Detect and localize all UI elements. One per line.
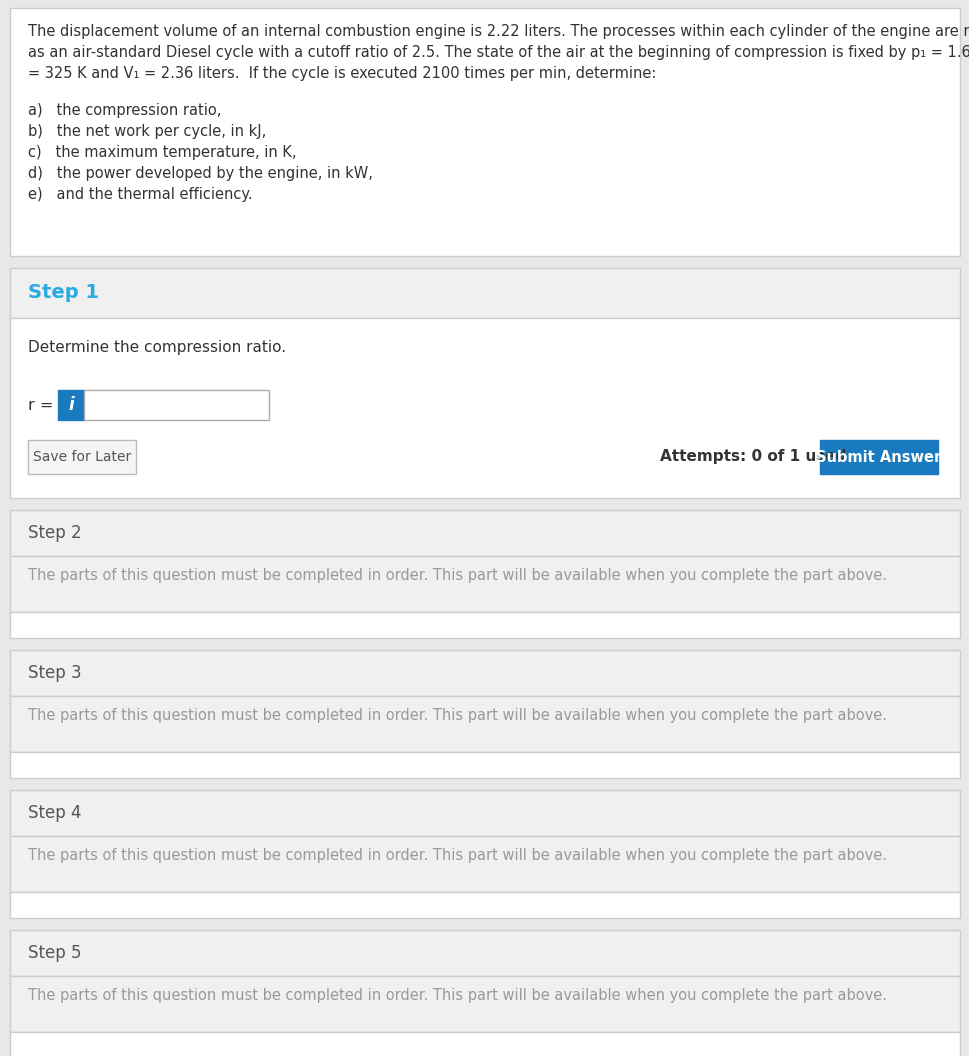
Text: Submit Answer: Submit Answer (816, 450, 941, 465)
FancyBboxPatch shape (10, 1032, 959, 1056)
Text: = 325 K and V₁ = 2.36 liters.  If the cycle is executed 2100 times per min, dete: = 325 K and V₁ = 2.36 liters. If the cyc… (28, 65, 656, 81)
FancyBboxPatch shape (10, 836, 959, 892)
FancyBboxPatch shape (10, 612, 959, 638)
Text: The parts of this question must be completed in order. This part will be availab: The parts of this question must be compl… (28, 708, 886, 723)
Text: Step 3: Step 3 (28, 664, 81, 682)
FancyBboxPatch shape (10, 790, 959, 836)
Text: Step 4: Step 4 (28, 804, 81, 822)
FancyBboxPatch shape (10, 696, 959, 752)
FancyBboxPatch shape (10, 650, 959, 696)
FancyBboxPatch shape (10, 318, 959, 498)
Text: Step 5: Step 5 (28, 944, 81, 962)
Text: The parts of this question must be completed in order. This part will be availab: The parts of this question must be compl… (28, 848, 886, 863)
Text: a)   the compression ratio,: a) the compression ratio, (28, 103, 221, 118)
Text: Save for Later: Save for Later (33, 450, 131, 464)
FancyBboxPatch shape (10, 510, 959, 557)
FancyBboxPatch shape (819, 440, 937, 474)
Text: Attempts: 0 of 1 used: Attempts: 0 of 1 used (659, 450, 846, 465)
FancyBboxPatch shape (84, 390, 268, 420)
Text: The parts of this question must be completed in order. This part will be availab: The parts of this question must be compl… (28, 568, 886, 583)
FancyBboxPatch shape (10, 752, 959, 778)
FancyBboxPatch shape (10, 8, 959, 256)
Text: i: i (68, 396, 74, 414)
Text: Determine the compression ratio.: Determine the compression ratio. (28, 340, 286, 355)
FancyBboxPatch shape (10, 268, 959, 318)
Text: as an air-standard Diesel cycle with a cutoff ratio of 2.5. The state of the air: as an air-standard Diesel cycle with a c… (28, 45, 969, 60)
FancyBboxPatch shape (58, 390, 84, 420)
Text: r =: r = (28, 398, 53, 413)
Text: b)   the net work per cycle, in kJ,: b) the net work per cycle, in kJ, (28, 124, 266, 139)
Text: Step 1: Step 1 (28, 283, 99, 302)
Text: e)   and the thermal efficiency.: e) and the thermal efficiency. (28, 187, 252, 202)
Text: The parts of this question must be completed in order. This part will be availab: The parts of this question must be compl… (28, 988, 886, 1003)
Text: The displacement volume of an internal combustion engine is 2.22 liters. The pro: The displacement volume of an internal c… (28, 24, 969, 39)
Text: Step 2: Step 2 (28, 524, 81, 542)
FancyBboxPatch shape (10, 557, 959, 612)
FancyBboxPatch shape (10, 930, 959, 976)
Text: d)   the power developed by the engine, in kW,: d) the power developed by the engine, in… (28, 166, 372, 181)
Text: c)   the maximum temperature, in K,: c) the maximum temperature, in K, (28, 145, 297, 161)
FancyBboxPatch shape (28, 440, 136, 474)
FancyBboxPatch shape (10, 892, 959, 918)
FancyBboxPatch shape (10, 976, 959, 1032)
